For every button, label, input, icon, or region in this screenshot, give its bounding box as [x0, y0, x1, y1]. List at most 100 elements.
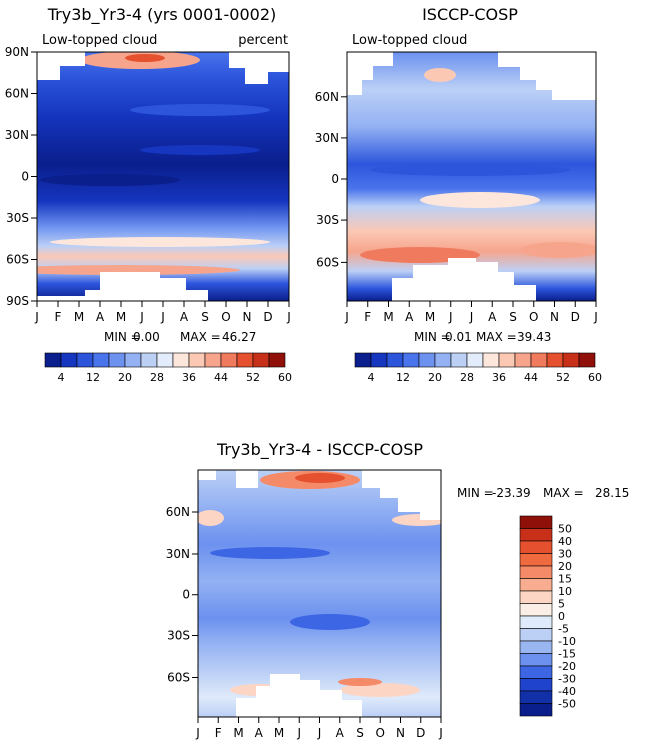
colorbar-swatch — [519, 703, 553, 717]
colorbar-swatch — [519, 628, 553, 642]
colorbar-swatch — [519, 565, 553, 579]
colorbar-label: 40 — [558, 535, 572, 548]
colorbar-label: 5 — [558, 598, 565, 611]
panel-obs-max: 39.43 — [517, 330, 551, 344]
x-tick-label: N — [550, 310, 559, 324]
x-tick-label: S — [509, 310, 517, 324]
y-tick-label: 30S — [316, 213, 339, 227]
colorbar-label: 12 — [86, 371, 100, 384]
colorbar-swatch — [546, 352, 564, 368]
colorbar-label: 52 — [246, 371, 260, 384]
panel-diff-stats: MIN = -23.39 MAX = 28.15 — [457, 486, 629, 500]
colorbar-swatch — [519, 678, 553, 692]
panel-model-title: Try3b_Yr3-4 (yrs 0001-0002) — [47, 5, 277, 25]
colorbar-swatch — [252, 352, 270, 368]
x-tick-label: O — [529, 310, 538, 324]
panel-obs-field — [347, 52, 596, 301]
colorbar-swatch — [140, 352, 158, 368]
y-tick-label: 60N — [315, 90, 339, 104]
colorbar-label: -20 — [558, 660, 576, 673]
x-tick-label: A — [488, 310, 497, 324]
x-tick-label: D — [571, 310, 580, 324]
x-tick-label: O — [376, 726, 385, 740]
y-tick-label: 30S — [6, 211, 29, 225]
panel-model-max-label: MAX = — [180, 330, 221, 344]
y-tick-label: 0 — [21, 170, 29, 184]
panel-model-field — [37, 52, 289, 301]
colorbar-swatch — [519, 665, 553, 679]
x-tick-label: N — [396, 726, 405, 740]
x-tick-label: J — [195, 726, 200, 740]
colorbar-swatch — [354, 352, 372, 368]
colorbar-label: 44 — [524, 371, 538, 384]
y-tick-label: 60S — [6, 253, 29, 267]
y-tick-label: 30N — [166, 547, 190, 561]
y-tick-label: 30N — [315, 131, 339, 145]
colorbar-swatch — [386, 352, 404, 368]
colorbar-label: 4 — [368, 371, 375, 384]
colorbar-label: 36 — [492, 371, 506, 384]
colorbar-label: 12 — [396, 371, 410, 384]
x-tick-label: F — [215, 726, 222, 740]
colorbar-swatch — [204, 352, 222, 368]
x-tick-label: J — [34, 310, 39, 324]
y-tick-label: 90N — [5, 45, 29, 59]
colorbar-label: -15 — [558, 648, 576, 661]
colorbar-swatch — [519, 553, 553, 567]
panel-diff-min: -23.39 — [492, 486, 531, 500]
x-tick-label: J — [286, 310, 291, 324]
colorbar-swatch — [562, 352, 580, 368]
colorbar-swatch — [92, 352, 110, 368]
colorbar-swatch — [530, 352, 548, 368]
x-tick-label: S — [201, 310, 209, 324]
x-tick-label: M — [274, 726, 284, 740]
colorbar-swatch — [519, 603, 553, 617]
colorbar-label: 60 — [278, 371, 292, 384]
panel-model-units: percent — [238, 33, 288, 48]
colorbar-swatch — [434, 352, 452, 368]
x-tick-label: J — [160, 310, 165, 324]
panel-model-colorbar: 4 12 20 28 36 44 52 60 — [44, 352, 292, 384]
x-tick-label: M — [116, 310, 126, 324]
colorbar-label: 15 — [558, 573, 572, 586]
panel-model-subtitle: Low-topped cloud — [42, 33, 157, 48]
colorbar-swatch — [519, 640, 553, 654]
colorbar-swatch — [370, 352, 388, 368]
colorbar-label: 20 — [118, 371, 132, 384]
x-tick-label: J — [139, 310, 144, 324]
panel-obs-subtitle: Low-topped cloud — [352, 33, 467, 48]
colorbar-label: 10 — [558, 585, 572, 598]
colorbar-label: 50 — [558, 523, 572, 536]
panel-obs-min-label: MIN = — [414, 330, 451, 344]
panel-model: Try3b_Yr3-4 (yrs 0001-0002) Low-topped c… — [5, 5, 292, 384]
colorbar-label: -40 — [558, 685, 576, 698]
colorbar-label: -10 — [558, 635, 576, 648]
colorbar-swatch — [498, 352, 516, 368]
x-tick-label: J — [317, 726, 322, 740]
colorbar-label: 44 — [214, 371, 228, 384]
x-tick-label: N — [243, 310, 252, 324]
colorbar-label: 28 — [150, 371, 164, 384]
colorbar-swatch — [124, 352, 142, 368]
y-tick-label: 30S — [167, 628, 190, 642]
panel-diff-max-label: MAX = — [543, 486, 584, 500]
colorbar-label: 36 — [182, 371, 196, 384]
x-tick-label: S — [356, 726, 364, 740]
x-tick-label: J — [344, 310, 349, 324]
x-tick-label: A — [405, 310, 414, 324]
y-tick-label: 60N — [166, 505, 190, 519]
colorbar-swatch — [76, 352, 94, 368]
colorbar-swatch — [402, 352, 420, 368]
x-tick-label: D — [263, 310, 272, 324]
x-tick-label: F — [364, 310, 371, 324]
x-tick-label: M — [425, 310, 435, 324]
colorbar-swatch — [60, 352, 78, 368]
y-tick-label: 60S — [316, 255, 339, 269]
colorbar-swatch — [268, 352, 286, 368]
panel-model-max: 46.27 — [222, 330, 256, 344]
colorbar-swatch — [519, 578, 553, 592]
